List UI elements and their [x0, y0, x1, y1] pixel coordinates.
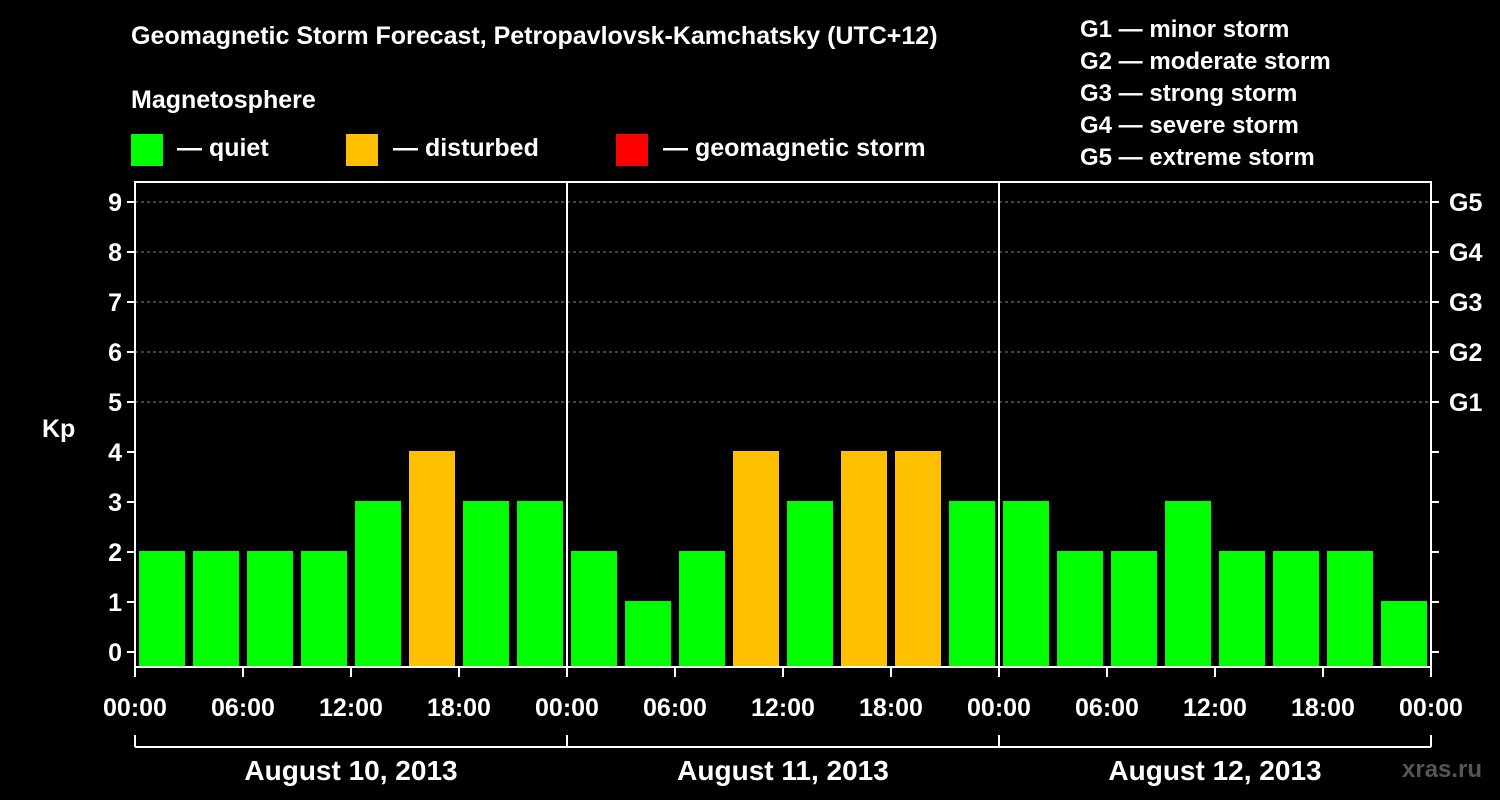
y-tick-label-5: 5 [108, 389, 122, 417]
legend-swatch-disturbed [346, 134, 378, 166]
y-tick-label-1: 1 [108, 589, 122, 617]
bar-20 [1219, 551, 1265, 667]
right-axis-label-g3: G3 [1449, 289, 1482, 317]
right-axis-label-g5: G5 [1449, 189, 1482, 217]
bar-11 [733, 451, 779, 667]
bar-1 [193, 551, 239, 667]
storm-level-g1: G1 — minor storm [1080, 16, 1290, 43]
y-tick-label-6: 6 [108, 339, 122, 367]
x-tick-label-11: 18:00 [1291, 694, 1355, 722]
x-tick-label-6: 12:00 [751, 694, 815, 722]
legend-label-disturbed: — disturbed [393, 134, 539, 162]
bar-18 [1111, 551, 1157, 667]
bar-21 [1273, 551, 1319, 667]
legend-label-quiet: — quiet [177, 134, 269, 162]
right-axis-label-g4: G4 [1449, 239, 1482, 267]
y-tick-label-3: 3 [108, 489, 122, 517]
x-tick-label-8: 00:00 [967, 694, 1031, 722]
x-tick-label-1: 06:00 [211, 694, 275, 722]
x-tick-label-2: 12:00 [319, 694, 383, 722]
bar-5 [409, 451, 455, 667]
x-tick-label-4: 00:00 [535, 694, 599, 722]
bar-6 [463, 501, 509, 667]
bar-3 [301, 551, 347, 667]
day-label-1: August 11, 2013 [677, 755, 889, 786]
x-tick-label-7: 18:00 [859, 694, 923, 722]
bar-17 [1057, 551, 1103, 667]
storm-level-legend: G1 — minor storm G2 — moderate storm G3 … [1080, 14, 1331, 174]
legend-swatch-storm [616, 134, 648, 166]
bar-15 [949, 501, 995, 667]
y-tick-label-9: 9 [108, 189, 122, 217]
y-tick-label-7: 7 [108, 289, 122, 317]
bar-14 [895, 451, 941, 667]
bar-23 [1381, 601, 1427, 667]
magnetosphere-label: Magnetosphere [131, 86, 316, 114]
bar-16 [1003, 501, 1049, 667]
watermark: xras.ru [1402, 756, 1483, 783]
bar-9 [625, 601, 671, 667]
day-label-2: August 12, 2013 [1108, 755, 1321, 786]
y-tick-label-8: 8 [108, 239, 122, 267]
bar-12 [787, 501, 833, 667]
bar-22 [1327, 551, 1373, 667]
x-tick-label-9: 06:00 [1075, 694, 1139, 722]
storm-level-g2: G2 — moderate storm [1080, 48, 1331, 75]
legend-swatch-quiet [131, 134, 163, 166]
day-label-0: August 10, 2013 [244, 755, 457, 786]
y-axis-label: Kp [42, 415, 75, 443]
storm-level-g5: G5 — extreme storm [1080, 144, 1315, 171]
y-tick-label-2: 2 [108, 539, 122, 567]
chart-title: Geomagnetic Storm Forecast, Petropavlovs… [131, 22, 938, 50]
bar-4 [355, 501, 401, 667]
x-tick-label-0: 00:00 [103, 694, 167, 722]
bar-2 [247, 551, 293, 667]
x-tick-label-10: 12:00 [1183, 694, 1247, 722]
y-tick-label-4: 4 [108, 439, 122, 467]
x-tick-label-12: 00:00 [1399, 694, 1463, 722]
x-tick-label-3: 18:00 [427, 694, 491, 722]
bar-19 [1165, 501, 1211, 667]
right-axis-label-g1: G1 [1449, 389, 1482, 417]
y-tick-label-0: 0 [108, 639, 122, 667]
x-tick-label-5: 06:00 [643, 694, 707, 722]
legend-label-storm: — geomagnetic storm [663, 134, 926, 162]
bar-7 [517, 501, 563, 667]
bar-10 [679, 551, 725, 667]
bar-13 [841, 451, 887, 667]
bar-8 [571, 551, 617, 667]
storm-level-g4: G4 — severe storm [1080, 112, 1299, 139]
bar-0 [139, 551, 185, 667]
right-axis-label-g2: G2 [1449, 339, 1482, 367]
storm-level-g3: G3 — strong storm [1080, 80, 1298, 107]
